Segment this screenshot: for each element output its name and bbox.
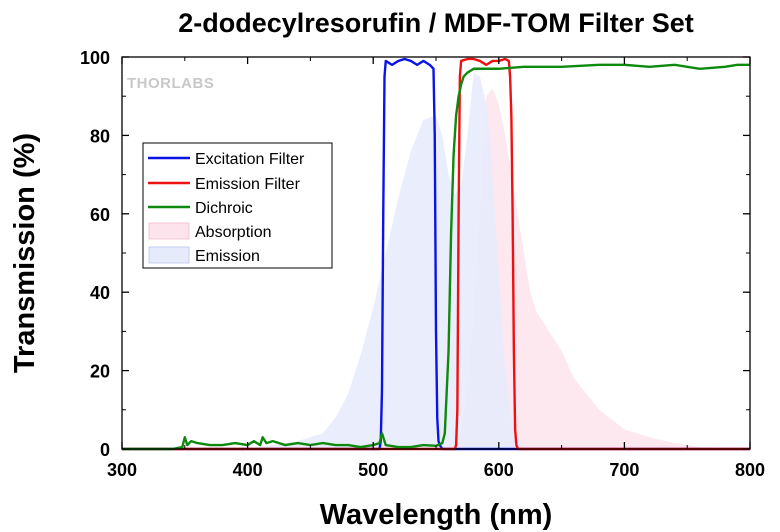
x-tick-label-700: 700 — [609, 460, 639, 480]
x-tick-label-500: 500 — [358, 460, 388, 480]
area-emission — [247, 72, 524, 450]
legend-swatch-emission — [148, 246, 190, 264]
y-tick-label-20: 20 — [90, 362, 110, 382]
y-axis-label: Transmission (%) — [9, 133, 41, 373]
legend: Excitation Filter Emission Filter Dichro… — [142, 142, 333, 269]
area-absorption — [448, 88, 725, 450]
legend-label-absorption: Absorption — [195, 224, 272, 241]
y-tick-label-40: 40 — [90, 283, 110, 303]
watermark-logo: THORLABS — [127, 75, 214, 92]
x-tick-label-400: 400 — [233, 460, 263, 480]
x-tick-label-600: 600 — [484, 460, 514, 480]
x-tick-label-800: 800 — [735, 460, 765, 480]
line-dichroic — [122, 63, 750, 451]
chart-title: 2-dodecylresorufin / MDF-TOM Filter Set — [178, 8, 694, 38]
legend-label-excitation: Excitation Filter — [195, 151, 305, 168]
legend-label-dichroic: Dichroic — [195, 200, 253, 217]
legend-label-emission: Emission — [195, 248, 260, 265]
y-tick-label-60: 60 — [90, 205, 110, 225]
y-tick-label-0: 0 — [100, 440, 110, 460]
y-tick-label-80: 80 — [90, 126, 110, 146]
legend-label-emission-filter: Emission Filter — [195, 176, 301, 193]
y-tick-label-100: 100 — [80, 48, 110, 68]
x-axis-label: Wavelength (nm) — [320, 499, 553, 531]
legend-swatch-absorption — [148, 222, 190, 240]
x-tick-label-300: 300 — [107, 460, 137, 480]
plot-area: THORLABS 300 400 500 600 700 800 0 20 40 60 80 100 — [80, 48, 765, 480]
